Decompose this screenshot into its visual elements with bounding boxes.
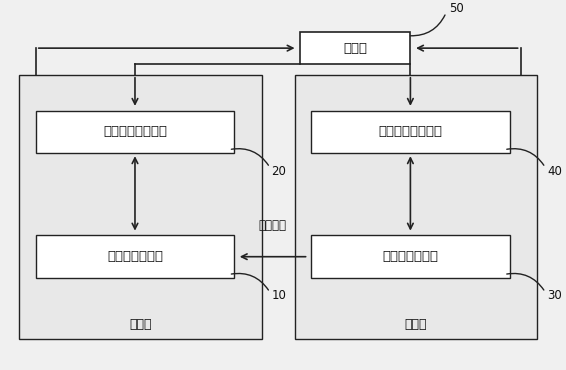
Text: 40: 40 [547, 165, 562, 178]
Text: 服务器: 服务器 [344, 42, 367, 55]
FancyBboxPatch shape [36, 235, 234, 278]
FancyBboxPatch shape [36, 111, 234, 153]
Text: 20: 20 [272, 165, 286, 178]
FancyBboxPatch shape [311, 111, 509, 153]
Text: 请求链接: 请求链接 [259, 219, 287, 232]
Text: 10: 10 [272, 289, 286, 302]
Text: 30: 30 [547, 289, 561, 302]
FancyBboxPatch shape [300, 32, 410, 64]
Text: 第二无线通讯设备: 第二无线通讯设备 [379, 125, 443, 138]
FancyBboxPatch shape [295, 75, 537, 339]
FancyBboxPatch shape [311, 235, 509, 278]
FancyBboxPatch shape [19, 75, 261, 339]
Text: 接收方智能手表: 接收方智能手表 [383, 250, 439, 263]
Text: 50: 50 [449, 3, 464, 16]
Text: 发送方: 发送方 [129, 318, 152, 331]
Text: 发送方智能手表: 发送方智能手表 [107, 250, 163, 263]
Text: 第一无线通讯设备: 第一无线通讯设备 [103, 125, 167, 138]
Text: 接收方: 接收方 [405, 318, 427, 331]
